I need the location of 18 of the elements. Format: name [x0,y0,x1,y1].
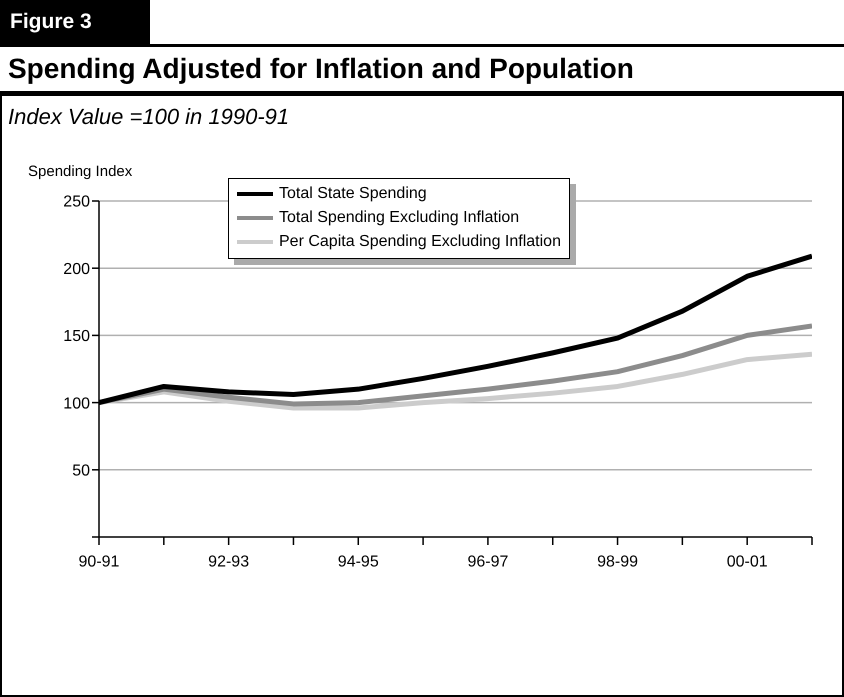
y-tick-label: 250 [63,194,90,211]
caption: Figure 3 [0,0,150,44]
chart-title: Spending Adjusted for Inflation and Population [0,44,844,96]
x-tick-label: 94-95 [338,553,379,570]
x-tick-label: 98-99 [597,553,638,570]
y-tick-label: 100 [63,395,90,412]
x-tick-label: 00-01 [726,553,768,570]
legend-label: Per Capita Spending Excluding Inflation [279,233,561,251]
x-tick-label: 92-93 [208,553,250,570]
y-axis-title: Spending Index [28,163,132,180]
y-tick-label: 50 [72,462,90,480]
y-tick-label: 200 [63,260,90,278]
chart-subtitle: Index Value =100 in 1990-91 [8,104,290,130]
x-tick-label: 96-97 [467,553,508,570]
x-tick-label: 90-91 [78,553,120,570]
y-tick-label: 150 [63,328,90,346]
legend-label: Total Spending Excluding Inflation [279,209,520,227]
legend-label: Total State Spending [279,185,427,203]
